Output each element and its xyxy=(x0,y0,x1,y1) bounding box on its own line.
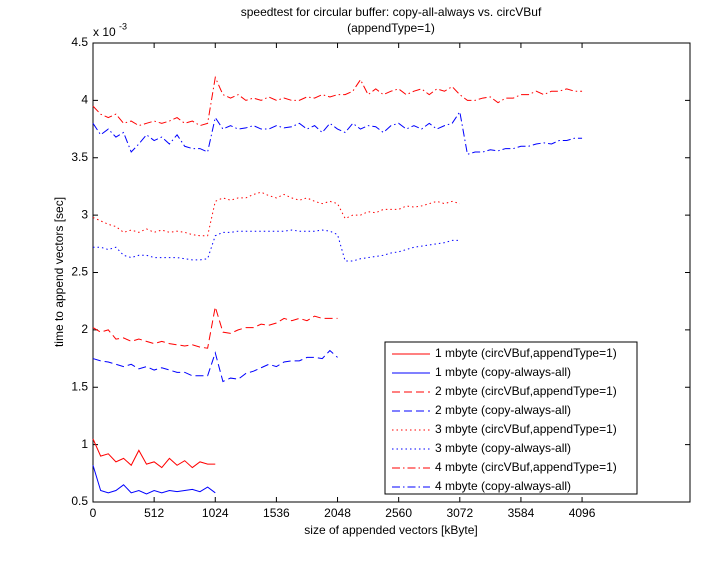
x-tick-label: 3584 xyxy=(508,506,535,520)
legend-label: 2 mbyte (copy-always-all) xyxy=(435,403,571,417)
x-tick-label: 2048 xyxy=(324,506,351,520)
legend-label: 2 mbyte (circVBuf,appendType=1) xyxy=(435,384,617,398)
y-tick-label: 1 xyxy=(81,437,88,451)
x-tick-label: 2560 xyxy=(385,506,412,520)
legend-label: 4 mbyte (circVBuf,appendType=1) xyxy=(435,460,617,474)
y-axis-label: time to append vectors [sec] xyxy=(52,197,66,347)
series-line xyxy=(92,306,338,349)
x-tick-label: 3072 xyxy=(446,506,473,520)
y-tick-label: 4 xyxy=(81,93,88,107)
y-tick-label: 3.5 xyxy=(71,150,88,164)
y-exponent-base: x 10 xyxy=(93,25,116,39)
legend-label: 4 mbyte (copy-always-all) xyxy=(435,479,571,493)
y-tick-label: 2.5 xyxy=(71,265,88,279)
y-tick-label: 4.5 xyxy=(71,35,88,49)
y-tick-label: 3 xyxy=(81,207,88,221)
series-line xyxy=(92,191,460,237)
legend-label: 3 mbyte (copy-always-all) xyxy=(435,441,571,455)
x-tick-label: 1024 xyxy=(202,506,229,520)
x-tick-label: 4096 xyxy=(569,506,596,520)
series-line xyxy=(92,438,216,469)
series-line xyxy=(92,349,338,383)
legend-label: 1 mbyte (copy-always-all) xyxy=(435,365,571,379)
legend-box xyxy=(384,341,638,495)
y-tick-label: 2 xyxy=(81,322,88,336)
legend-label: 3 mbyte (circVBuf,appendType=1) xyxy=(435,422,617,436)
chart-subtitle: (appendType=1) xyxy=(347,21,435,35)
legend: 1 mbyte (circVBuf,appendType=1) 1 mbyte (… xyxy=(384,341,638,495)
x-tick-label: 1536 xyxy=(263,506,290,520)
x-tick-label: 0 xyxy=(90,506,97,520)
x-tick-label: 512 xyxy=(144,506,164,520)
x-axis-label: size of appended vectors [kByte] xyxy=(304,523,477,537)
series-line xyxy=(92,465,216,495)
series-line xyxy=(92,110,583,155)
chart-title: speedtest for circular buffer: copy-all-… xyxy=(241,5,542,19)
y-tick-label: 1.5 xyxy=(71,379,88,393)
series-line xyxy=(92,75,583,127)
y-tick-label: 0.5 xyxy=(71,494,88,508)
y-exponent-power: -3 xyxy=(119,21,127,31)
legend-label: 1 mbyte (circVBuf,appendType=1) xyxy=(435,346,617,360)
